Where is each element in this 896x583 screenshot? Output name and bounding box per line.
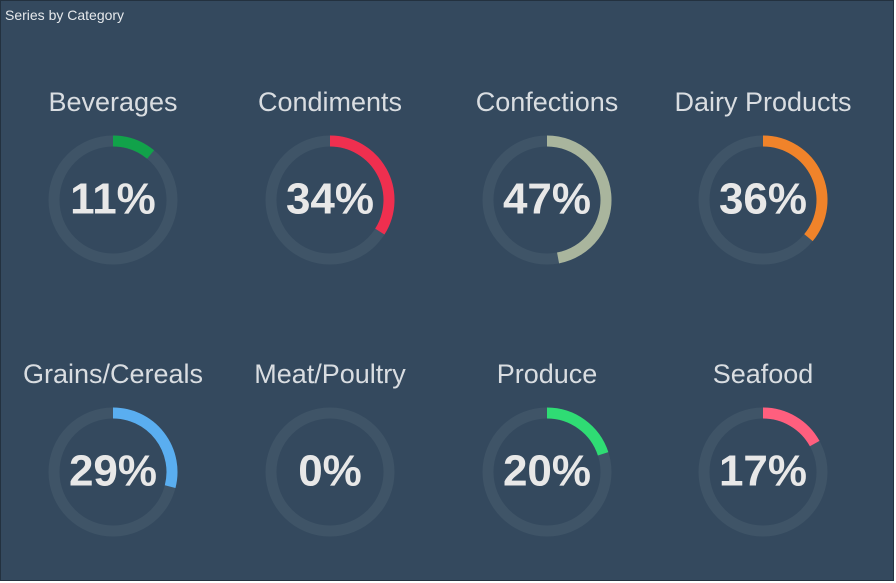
gauge-label: Condiments [258,87,402,117]
gauge-label: Beverages [48,87,177,117]
gauge-produce: Produce 20% [482,359,612,537]
gauge-seafood: Seafood 17% [698,359,828,537]
gauge-grains-cereals: Grains/Cereals 29% [23,359,203,537]
gauge-value: 34% [286,175,374,224]
gauge-condiments: Condiments 34% [258,87,402,265]
gauge-meat-poultry: Meat/Poultry 0% [254,359,406,537]
gauge-value: 17% [719,447,807,496]
gauge-value: 20% [503,447,591,496]
gauge-confections: Confections 47% [476,87,619,265]
gauge-value: 47% [503,175,591,224]
gauge-value-arc [546,407,609,456]
gauge-label: Grains/Cereals [23,359,203,389]
gauge-value-arc [112,135,155,159]
gauge-value: 29% [69,447,157,496]
gauge-value-arc [329,135,395,235]
gauge-label: Seafood [713,359,814,389]
gauge-track [265,407,395,537]
gauge-value-arc [546,135,612,264]
gauge-beverages: Beverages 11% [48,87,178,265]
gauge-value-arc [762,135,828,242]
gauge-value-arc [112,407,178,489]
gauge-label: Meat/Poultry [254,359,406,389]
gauge-value: 11% [70,175,156,224]
gauge-value: 0% [298,447,362,496]
gauge-label: Produce [497,359,598,389]
gauge-dairy-products: Dairy Products 36% [674,87,852,265]
gauge-value: 36% [719,175,807,224]
gauge-label: Confections [476,87,619,117]
gauge-value-arc [762,407,820,447]
gauge-label: Dairy Products [674,87,851,117]
panel-title: Series by Category [5,7,125,23]
